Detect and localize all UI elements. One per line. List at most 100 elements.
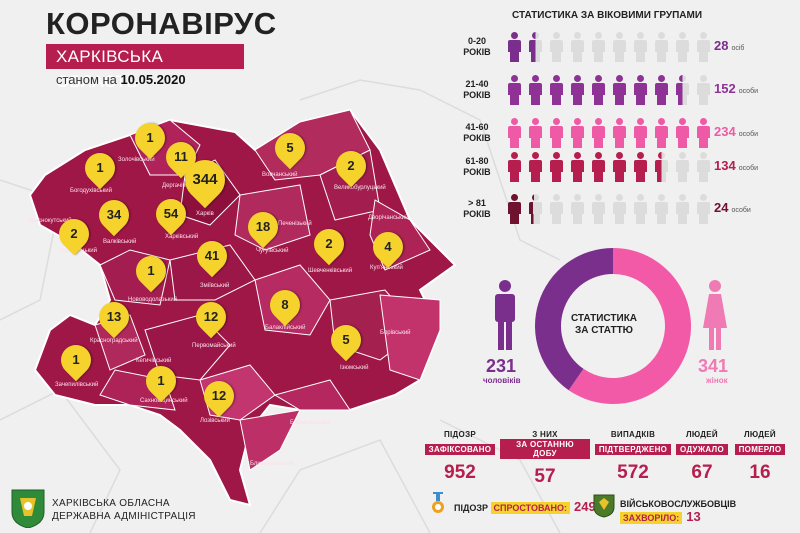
age-group-row: 41-60 РОКІВ 234 особи <box>452 118 792 148</box>
military-badge-icon <box>593 494 615 518</box>
district-label: Балаклійський <box>265 325 306 331</box>
district-label: Нововодолазький <box>128 297 178 303</box>
district-label: Кегичівський <box>136 358 172 364</box>
person-icon <box>675 152 690 182</box>
age-group-label: 21-40 РОКІВ <box>463 79 491 100</box>
map-pin: 13 <box>92 295 136 339</box>
map-pin: 34 <box>92 193 136 237</box>
district-label: Великобурлуцький <box>334 185 386 191</box>
district-label: Харківський <box>165 234 199 240</box>
person-icon <box>633 194 648 224</box>
district-label: Барвінківський <box>290 420 331 426</box>
people-figures <box>507 194 717 224</box>
male-count: 231 <box>486 356 517 376</box>
gender-donut <box>535 248 691 404</box>
person-icon <box>528 32 543 62</box>
person-icon <box>696 194 711 224</box>
map-pin: 54 <box>149 192 193 236</box>
person-icon <box>570 75 585 105</box>
age-group-label: 0-20 РОКІВ <box>463 36 491 57</box>
district-label: Зачепилівський <box>55 382 99 388</box>
person-icon <box>591 118 606 148</box>
people-figures <box>507 118 717 148</box>
map-pin: 2 <box>52 212 96 256</box>
person-icon <box>549 75 564 105</box>
virus-test-icon <box>432 492 444 513</box>
person-icon <box>633 75 648 105</box>
person-icon <box>675 75 690 105</box>
district-label: Краснокутський <box>28 218 72 224</box>
region-title: ХАРКІВСЬКА ОБЛАСТЬ <box>46 44 244 91</box>
person-icon <box>549 152 564 182</box>
person-icon <box>696 118 711 148</box>
page-title: КОРОНАВІРУС <box>46 6 277 41</box>
person-icon <box>528 118 543 148</box>
person-icon <box>549 194 564 224</box>
person-icon <box>612 118 627 148</box>
district-label: Зміївський <box>200 283 230 289</box>
person-icon <box>675 194 690 224</box>
district-label: Близнюківський <box>250 461 294 467</box>
person-icon <box>549 118 564 148</box>
admin-name: ХАРКІВСЬКА ОБЛАСНА ДЕРЖАВНА АДМІНІСТРАЦІЯ <box>52 498 196 522</box>
person-icon <box>696 75 711 105</box>
district-label: Первомайський <box>192 343 236 349</box>
district-label: Куп'янський <box>370 265 403 271</box>
map-pin: 2 <box>307 222 351 266</box>
person-icon <box>549 32 564 62</box>
stat-suspected: ПІДОЗР ЗАФІКСОВАНО 952 <box>420 430 500 484</box>
district-label: Ізюмський <box>340 365 369 371</box>
district-label: Печенізький <box>278 221 312 227</box>
district-label: Богодухівський <box>70 188 112 194</box>
district-label: Золочівський <box>118 157 155 163</box>
person-icon <box>633 32 648 62</box>
person-icon <box>654 32 669 62</box>
person-icon <box>654 75 669 105</box>
person-icon <box>612 152 627 182</box>
district-label: Коломацький <box>60 248 97 254</box>
district-label: Чугуївський <box>256 248 289 254</box>
map-pin: 5 <box>268 126 312 170</box>
person-icon <box>528 194 543 224</box>
person-icon <box>633 152 648 182</box>
person-icon <box>696 152 711 182</box>
map-pin: 41 <box>190 234 234 278</box>
person-icon <box>570 152 585 182</box>
person-icon <box>654 118 669 148</box>
gender-stats-title: СТАТИСТИКА ЗА СТАТТЮ <box>570 313 638 336</box>
map-pin: 4 <box>366 225 410 269</box>
map-pin: 5 <box>324 318 368 362</box>
person-icon <box>507 194 522 224</box>
district-label: Лозівський <box>200 418 230 424</box>
male-label: чоловіків <box>483 376 521 385</box>
person-icon <box>675 118 690 148</box>
donut-male-segment <box>535 248 613 391</box>
person-icon <box>591 32 606 62</box>
person-icon <box>507 32 522 62</box>
district-label: Сахновщинський <box>140 398 188 404</box>
person-icon <box>612 194 627 224</box>
map-pin: 12 <box>197 374 241 418</box>
people-figures <box>507 32 717 62</box>
district-label: Шевченківський <box>308 268 353 274</box>
district-label: Дергачівський <box>162 183 202 189</box>
person-icon <box>507 152 522 182</box>
age-group-label: 41-60 РОКІВ <box>463 122 491 143</box>
male-figure-icon <box>495 280 515 350</box>
female-figure-icon <box>703 280 727 350</box>
map-pin: 2 <box>329 144 373 188</box>
person-icon <box>507 75 522 105</box>
age-group-count: 28 осіб <box>714 38 745 53</box>
person-icon <box>570 118 585 148</box>
person-icon <box>591 75 606 105</box>
stat-confirmed: ВИПАДКІВ ПІДТВЕРДЖЕНО 572 <box>592 430 674 484</box>
district-label: Вовчанський <box>262 172 298 178</box>
age-group-row: 0-20 РОКІВ 28 осіб <box>452 32 792 62</box>
age-group-row: 61-80 РОКІВ 134 особи <box>452 152 792 182</box>
female-count: 341 <box>698 356 729 376</box>
map-pin: 18 <box>241 205 285 249</box>
person-icon <box>696 32 711 62</box>
people-figures <box>507 152 717 182</box>
age-stats-title: СТАТИСТИКА ЗА ВІКОВИМИ ГРУПАМИ <box>512 10 703 21</box>
district-label: Борівський <box>380 330 411 336</box>
